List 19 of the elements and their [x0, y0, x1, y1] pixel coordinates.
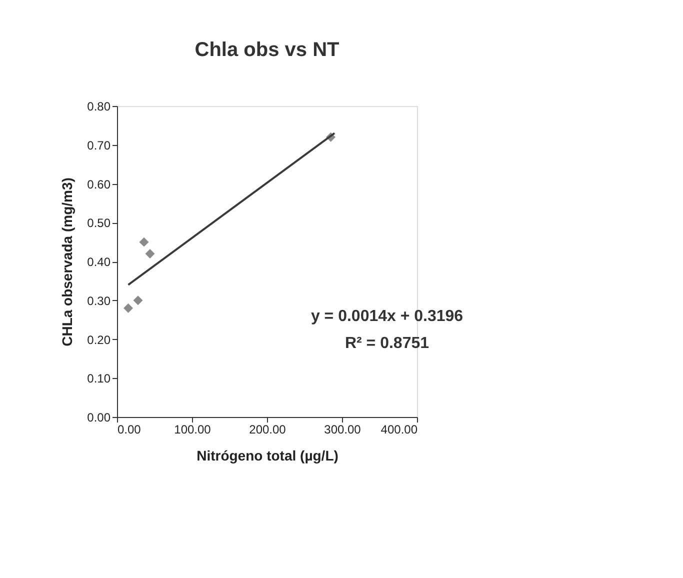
y-tick-label: 0.00 [87, 410, 111, 424]
y-axis-title: CHLa observada (mg/m3) [59, 178, 76, 346]
y-tick-label: 0.50 [87, 216, 111, 230]
y-tick-label: 0.60 [87, 177, 111, 192]
y-tick-label: 0.10 [87, 372, 111, 386]
x-tick-label: 0.00 [118, 422, 142, 436]
y-tick-label: 0.80 [87, 100, 111, 114]
chart-title: Chla obs vs NT [194, 39, 340, 61]
y-tick-label: 0.40 [87, 255, 111, 269]
y-tick-label: 0.30 [87, 294, 111, 308]
x-tick-label: 300.00 [324, 422, 362, 436]
x-tick-label: 200.00 [249, 422, 286, 436]
x-axis-title: Nitrógeno total (µg/L) [196, 448, 338, 464]
y-tick-label: 0.70 [87, 138, 111, 152]
annotation: R² = 0.8751 [344, 335, 430, 352]
annotation: y = 0.0014x + 0.3196 [310, 308, 464, 325]
x-tick-label: 400.00 [380, 422, 418, 436]
y-tick-label: 0.20 [87, 332, 111, 347]
x-tick-label: 100.00 [174, 422, 212, 436]
